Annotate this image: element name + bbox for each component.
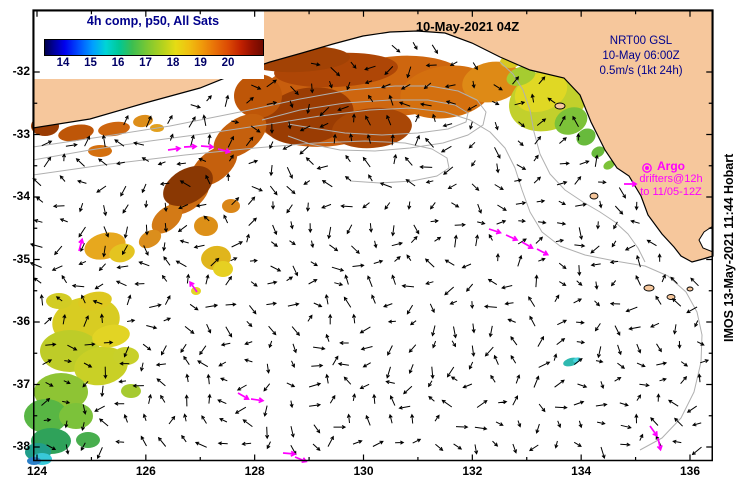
credit-text: IMOS 13-May-2021 11:44 Hobart [722,153,736,343]
x-axis-tick-label: 124 [26,464,48,478]
sst-patch [506,66,536,86]
info-line: NRT00 GSL [609,35,673,47]
y-axis-tick-label: -34 [12,189,30,203]
island [589,192,599,200]
argo-line1: drifters@12h [639,173,703,185]
sst-patch [151,204,183,234]
x-axis-tick-label: 136 [679,464,700,478]
argo-line2: to 11/05-12Z [640,186,702,198]
y-axis-tick-label: -36 [12,314,30,328]
colorbar-tick-label: 20 [221,57,235,69]
x-axis-tick-label: 130 [353,464,374,478]
x-axis-tick-label: 134 [571,464,592,478]
x-axis-tick-label: 126 [135,464,156,478]
y-axis-tick-label: -32 [12,64,30,78]
island [643,284,655,292]
colorbar-title: 4h comp, p50, All Sats [86,14,220,28]
argo-legend: Argo drifters@12h to 11/05-12Z [627,160,715,199]
current-vectors [29,42,710,460]
date-title: 10-May-2021 04Z [415,19,520,34]
sst-patch [98,121,130,137]
x-axis-tick-label: 132 [462,464,483,478]
plot-frame [33,10,713,462]
argo-label: Argo [657,159,685,173]
island [686,286,694,292]
argo-marker-icon [645,166,649,170]
sst-patch [76,432,100,448]
y-axis-tick-label: -33 [12,126,30,141]
axis-ticks [33,10,713,461]
colorbar-gradient [44,39,264,56]
sst-patch [603,160,615,170]
y-axis-tick-label: -35 [12,251,30,266]
colorbar-tick-label: 17 [139,57,152,69]
sst-patch [213,261,233,277]
argo-marker-ring-icon [642,163,652,173]
gsl-contour [499,61,646,263]
sst-patch [138,229,162,249]
sst-patch [591,146,605,158]
info-line: 10-May 06:00Z [602,50,680,62]
x-axis-tick-label: 128 [244,464,265,478]
info-line: 0.5m/s (1kt 24h) [599,65,683,77]
sst-patch [109,243,135,263]
colorbar-tick-label: 15 [84,57,97,69]
sst-patch [462,61,522,103]
colorbar-tick-label: 18 [166,57,180,69]
sst-patch [332,107,412,149]
gsl-contour [32,85,487,152]
info-block: NRT00 GSL 10-May 06:00Z 0.5m/s (1kt 24h) [575,34,707,79]
sst-patch [194,216,218,236]
sst-patch [576,128,596,146]
y-axis-tick-label: -38 [12,439,30,453]
gsl-contour [32,140,450,184]
drifter-vectors [78,143,663,464]
island [554,102,566,110]
colorbar-tick-label: 16 [111,57,125,69]
colorbar-tick-label: 19 [194,57,207,69]
sst-patch [58,124,94,142]
sst-patch [59,403,93,429]
gsl-contour [261,99,469,136]
sst-patch [24,399,68,433]
island [666,294,676,300]
sst-patch [46,293,72,309]
sst-patch [554,107,588,135]
sst-patch [222,199,240,213]
sst-patch [163,166,213,206]
sst-patch [92,324,130,348]
y-axis-tick-label: -37 [12,376,30,391]
colorbar-tick-label: 14 [56,57,70,69]
